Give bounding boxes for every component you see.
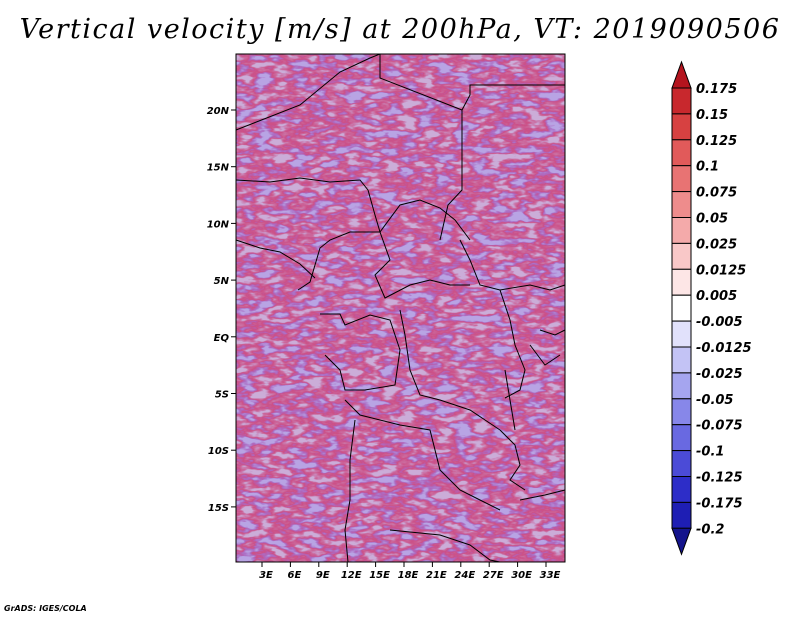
colorbar-segment (671, 372, 692, 400)
colorbar-label: 0.1 (696, 160, 719, 175)
latitude-label: 5N (214, 276, 230, 287)
colorbar-min-triangle (671, 527, 692, 556)
colorbar-max-triangle (671, 60, 692, 89)
colorbar-segment (671, 217, 692, 244)
longitude-label: 18E (398, 570, 419, 581)
colorbar-segment (671, 501, 692, 529)
colorbar-label: 0.15 (696, 108, 728, 123)
colorbar-segment (671, 87, 692, 115)
colorbar: 0.175 0.15 0.125 0.1 0.075 0.05 0.025 0.0125 0.0… (671, 60, 752, 556)
longitude-axis: 3E 6E 9E 12E 15E 18E 21E 24E 27E 30E 33E (259, 562, 561, 581)
latitude-label: 20N (207, 106, 230, 117)
colorbar-label: 0.05 (696, 212, 728, 227)
longitude-label: 15E (369, 570, 390, 581)
map-frame (235, 53, 566, 563)
colorbar-label: -0.025 (696, 367, 743, 382)
colorbar-label: -0.0125 (696, 341, 752, 356)
colorbar-segment (671, 242, 692, 270)
chart-title: Vertical velocity [m/s] at 200hPa, VT: 2… (19, 14, 781, 45)
longitude-label: 27E (483, 570, 504, 581)
colorbar-segment (671, 450, 692, 478)
colorbar-segment (671, 398, 692, 426)
colorbar-segment (671, 113, 692, 141)
latitude-label: EQ (214, 333, 230, 344)
colorbar-segment (671, 268, 692, 296)
colorbar-label: -0.005 (696, 315, 743, 330)
colorbar-label: 0.0125 (696, 263, 746, 278)
colorbar-segment (671, 191, 692, 219)
colorbar-label: -0.2 (696, 522, 724, 537)
colorbar-segment (671, 346, 692, 374)
colorbar-segment (671, 165, 692, 193)
longitude-label: 21E (426, 570, 447, 581)
colorbar-label: -0.1 (696, 445, 724, 460)
longitude-label: 9E (316, 570, 330, 581)
colorbar-label: -0.075 (696, 419, 743, 434)
longitude-label: 33E (540, 570, 561, 581)
longitude-label: 24E (454, 570, 475, 581)
grads-credit: GrADS: IGES/COLA (4, 604, 87, 613)
longitude-label: 30E (511, 570, 532, 581)
colorbar-label: 0.175 (696, 82, 737, 97)
latitude-label: 5S (215, 390, 229, 401)
longitude-label: 3E (259, 570, 273, 581)
colorbar-label: 0.125 (696, 134, 737, 149)
colorbar-segment (671, 294, 692, 322)
colorbar-segment (671, 139, 692, 167)
colorbar-label: 0.075 (696, 186, 737, 201)
latitude-label: 15S (208, 503, 229, 514)
colorbar-segment (671, 424, 692, 452)
country-borders (235, 53, 566, 563)
longitude-label: 6E (288, 570, 302, 581)
latitude-label: 10N (207, 219, 230, 230)
colorbar-segment (671, 476, 692, 503)
colorbar-label: 0.005 (696, 289, 737, 304)
latitude-axis: 20N 15N 10N 5N EQ 5S 10S 15S (207, 106, 236, 514)
colorbar-label: -0.125 (696, 471, 743, 486)
colorbar-label: -0.175 (696, 496, 743, 511)
vertical-velocity-field (236, 54, 565, 562)
colorbar-label: 0.025 (696, 237, 737, 252)
latitude-label: 10S (208, 446, 229, 457)
colorbar-segment (671, 320, 692, 348)
colorbar-label: -0.05 (696, 393, 733, 408)
longitude-label: 12E (341, 570, 362, 581)
latitude-label: 15N (207, 163, 230, 174)
